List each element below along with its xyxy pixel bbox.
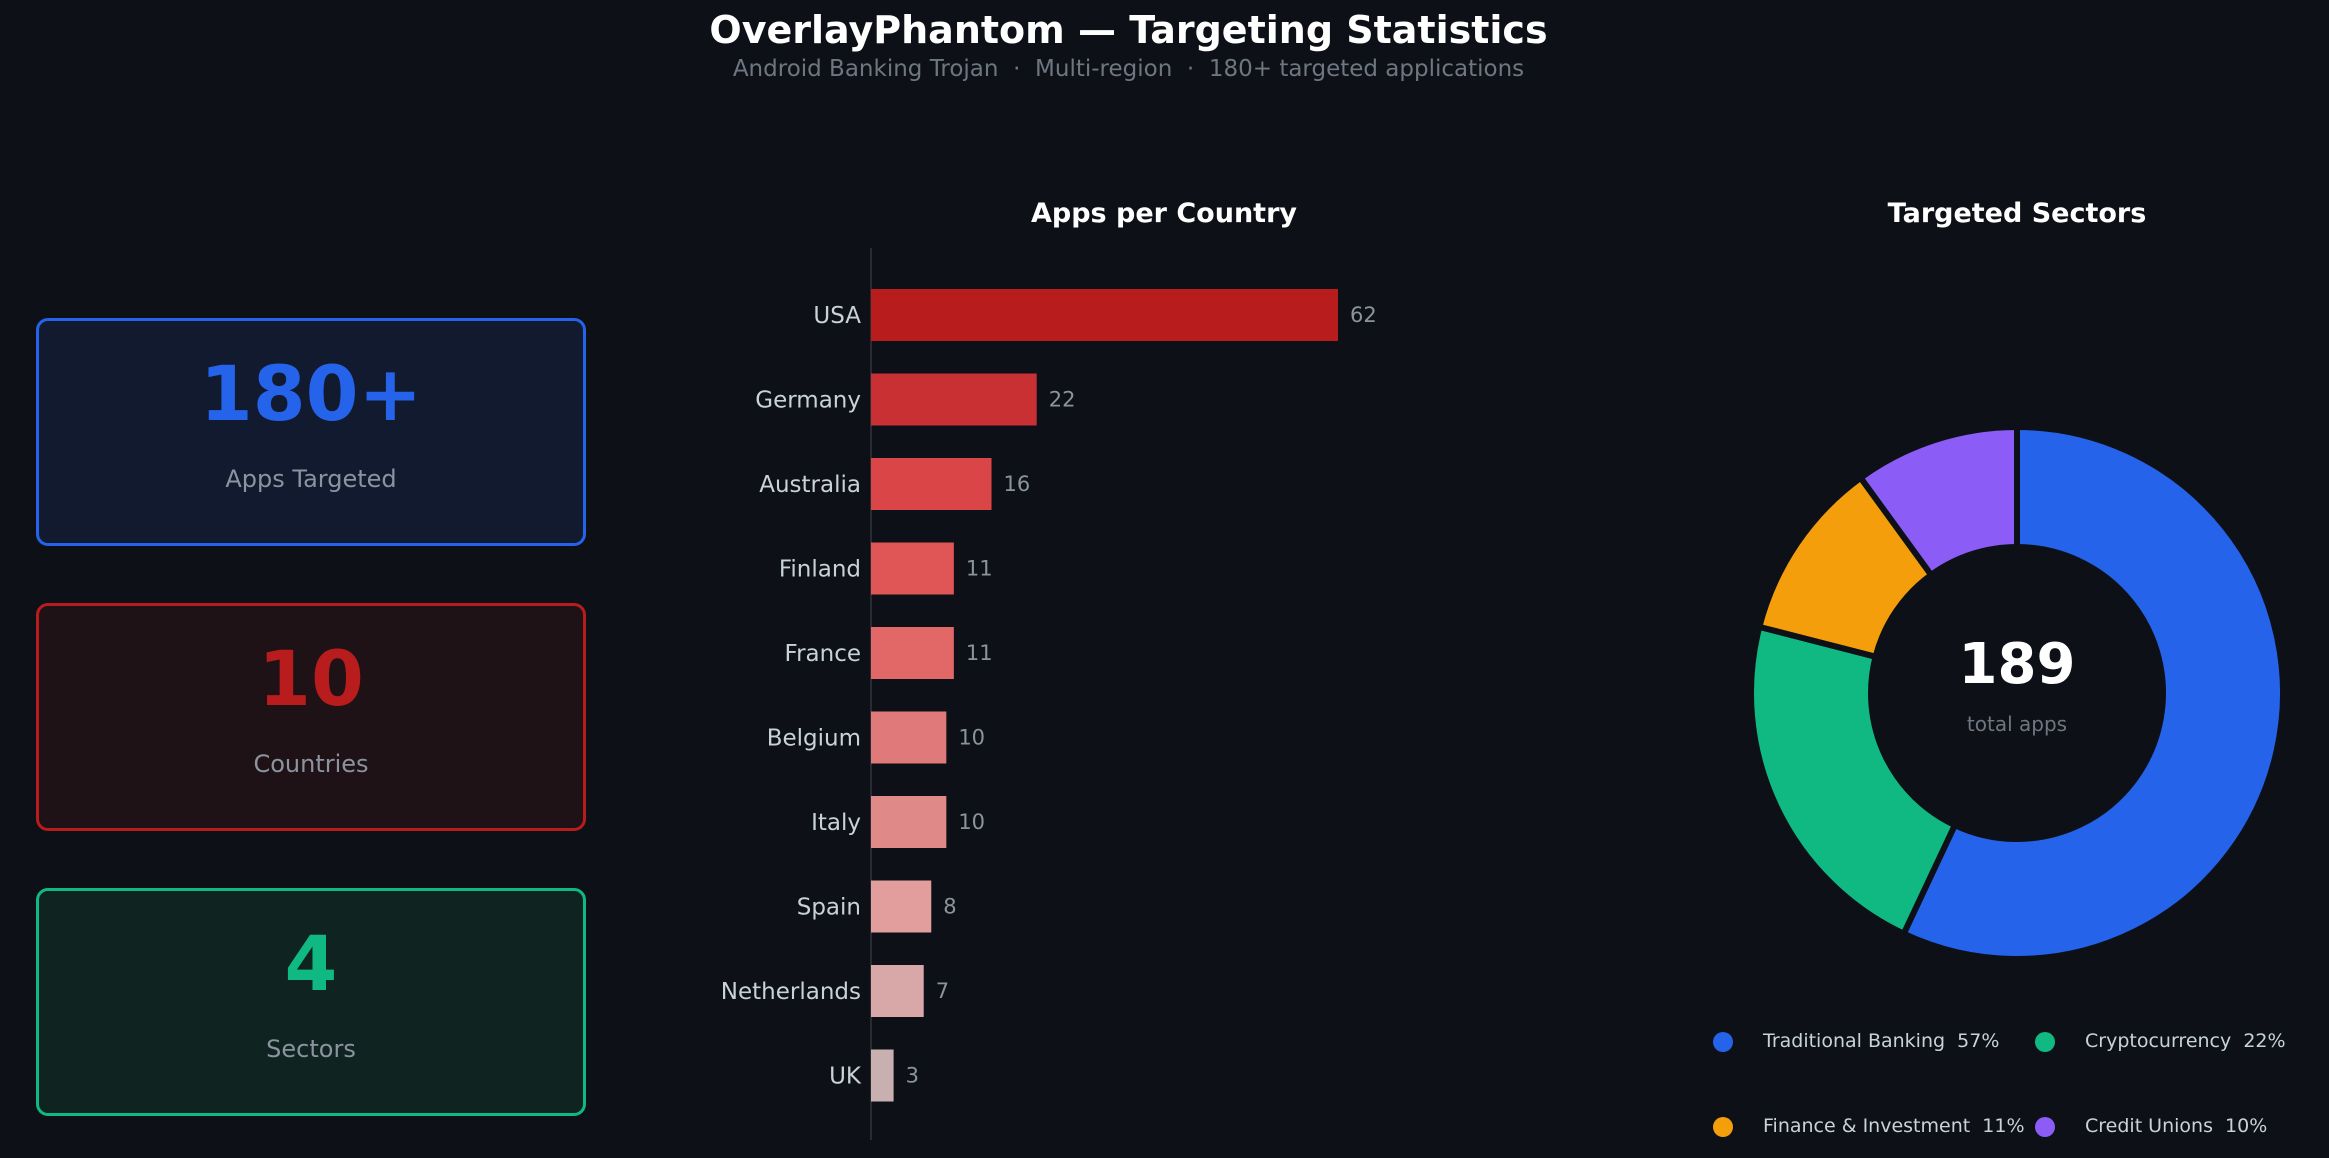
apps-targeted-card: 180+ Apps Targeted bbox=[36, 318, 586, 546]
bar-category-label: Germany bbox=[755, 388, 861, 414]
bar-value-label: 22 bbox=[1049, 388, 1076, 412]
legend-label: Cryptocurrency 22% bbox=[2085, 1030, 2286, 1052]
bar-category-label: Finland bbox=[779, 557, 861, 583]
bar-italy bbox=[871, 796, 947, 848]
page-title: OverlayPhantom — Targeting Statistics bbox=[709, 8, 1548, 52]
bar-category-label: Spain bbox=[797, 895, 861, 921]
donut-center-value: 189 bbox=[1959, 632, 2076, 697]
countries-card: 10 Countries bbox=[36, 603, 586, 831]
bar-value-label: 10 bbox=[958, 726, 985, 750]
bar-chart-title: Apps per Country bbox=[1030, 198, 1297, 229]
countries-label: Countries bbox=[253, 750, 369, 778]
bar-value-label: 16 bbox=[1004, 472, 1031, 496]
donut-slice-credit-unions bbox=[1856, 423, 2020, 580]
bar-category-label: USA bbox=[813, 303, 861, 329]
legend-label: Finance & Investment 11% bbox=[1763, 1115, 2025, 1137]
bar-value-label: 7 bbox=[936, 979, 949, 1003]
donut-center-label: total apps bbox=[1967, 712, 2067, 736]
bar-value-label: 3 bbox=[906, 1064, 919, 1088]
bar-category-label: Netherlands bbox=[721, 979, 861, 1005]
bar-spain bbox=[871, 880, 932, 933]
bar-belgium bbox=[871, 711, 947, 764]
bar-value-label: 11 bbox=[966, 641, 993, 665]
legend-marker bbox=[2035, 1032, 2055, 1052]
bar-finland bbox=[871, 542, 954, 595]
bar-category-label: France bbox=[785, 641, 861, 667]
legend-marker bbox=[2035, 1117, 2055, 1137]
bar-usa bbox=[871, 289, 1338, 341]
bar-australia bbox=[871, 458, 992, 510]
bar-category-label: Australia bbox=[759, 472, 861, 498]
bar-netherlands bbox=[871, 965, 924, 1017]
bar-value-label: 10 bbox=[958, 810, 985, 834]
legend-label: Credit Unions 10% bbox=[2085, 1115, 2268, 1137]
bar-value-label: 62 bbox=[1350, 303, 1377, 327]
bar-category-label: Belgium bbox=[767, 726, 861, 752]
bar-france bbox=[871, 627, 954, 679]
bar-category-label: UK bbox=[829, 1064, 862, 1090]
bar-uk bbox=[871, 1049, 894, 1102]
sectors-label: Sectors bbox=[266, 1035, 356, 1063]
bar-value-label: 11 bbox=[966, 557, 993, 581]
legend-marker bbox=[1713, 1032, 1733, 1052]
legend-label: Traditional Banking 57% bbox=[1763, 1030, 2000, 1052]
bar-category-label: Italy bbox=[811, 810, 861, 836]
page-subtitle: Android Banking Trojan · Multi-region · … bbox=[732, 56, 1525, 82]
donut-chart-title: Targeted Sectors bbox=[1887, 198, 2147, 229]
countries-value: 10 bbox=[258, 634, 364, 723]
bar-germany bbox=[871, 373, 1037, 426]
donut-slice-cryptocurrency bbox=[1748, 623, 1959, 938]
donut-slice-traditional-banking bbox=[1899, 423, 2286, 962]
apps-targeted-label: Apps Targeted bbox=[225, 465, 397, 493]
sectors-card: 4 Sectors bbox=[36, 888, 586, 1116]
apps-targeted-value: 180+ bbox=[199, 349, 423, 438]
bar-value-label: 8 bbox=[943, 895, 956, 919]
sectors-value: 4 bbox=[284, 919, 338, 1008]
legend-marker bbox=[1713, 1117, 1733, 1137]
